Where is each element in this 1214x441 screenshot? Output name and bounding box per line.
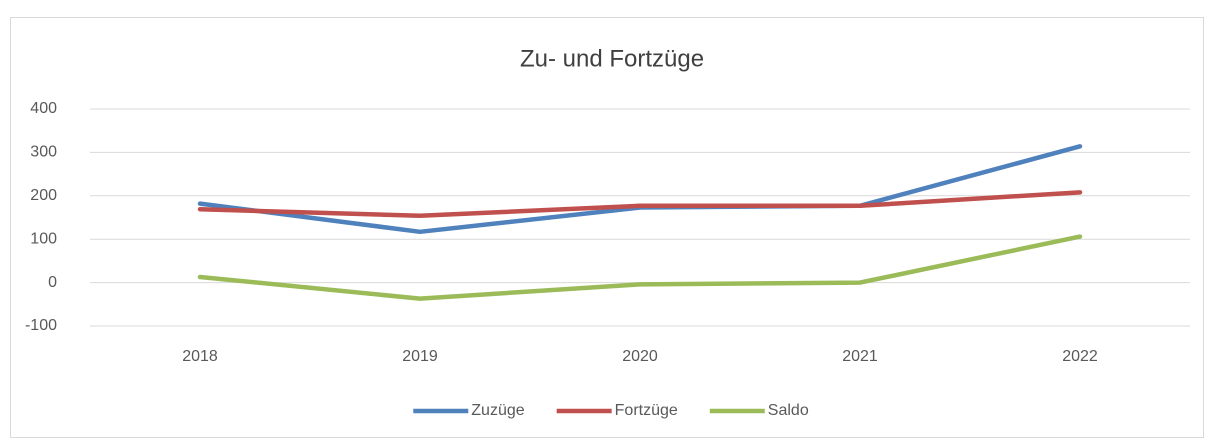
y-tick-label: -100: [25, 317, 57, 334]
legend-label: Fortzüge: [615, 402, 678, 419]
y-tick-label: 300: [30, 144, 57, 161]
y-tick-label: 0: [48, 274, 57, 291]
x-tick-label: 2018: [182, 348, 218, 365]
legend-label: Zuzüge: [471, 402, 524, 419]
y-tick-label: 100: [30, 230, 57, 247]
y-tick-label: 200: [30, 187, 57, 204]
x-tick-label: 2020: [622, 348, 658, 365]
chart-title: Zu- und Fortzüge: [520, 45, 704, 72]
chart-frame: [10, 17, 1204, 438]
y-tick-label: 400: [30, 100, 57, 117]
x-tick-label: 2022: [1062, 348, 1098, 365]
x-tick-label: 2019: [402, 348, 438, 365]
x-tick-label: 2021: [842, 348, 878, 365]
data-line: [197, 190, 1083, 219]
legend-label: Saldo: [768, 402, 809, 419]
data-line: [197, 234, 1083, 301]
